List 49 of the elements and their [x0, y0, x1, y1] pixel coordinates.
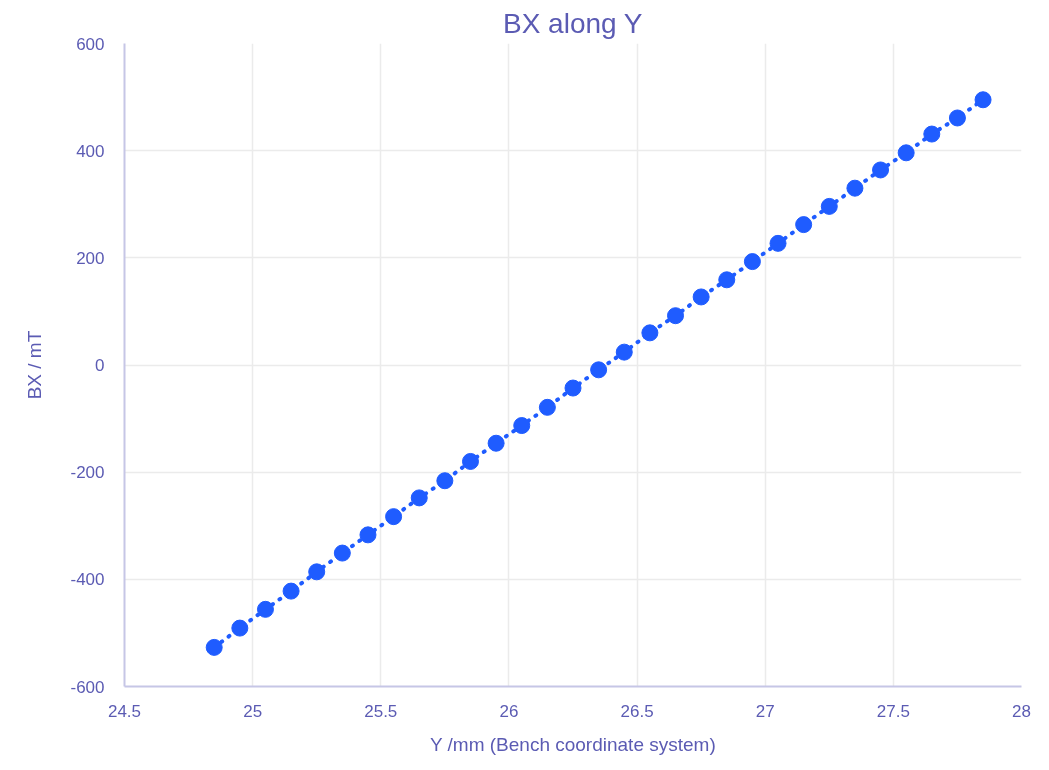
x-tick-label: 27 [755, 701, 775, 721]
point [820, 197, 838, 215]
point [231, 619, 249, 637]
point [769, 234, 787, 252]
y-tick-label: -200 [70, 463, 105, 483]
point [846, 179, 864, 197]
point [615, 343, 633, 361]
point [308, 563, 326, 581]
point [692, 288, 710, 306]
x-tick-label: 25.5 [364, 701, 398, 721]
x-tick-label: 28 [1012, 701, 1031, 721]
y-tick-label: 0 [95, 356, 105, 375]
y-tick-label: 200 [76, 248, 105, 268]
point [359, 526, 377, 544]
chart-title: BX along Y [502, 7, 643, 39]
point [282, 582, 300, 600]
point [897, 144, 915, 162]
x-axis-title: Y /mm (Bench coordinate system) [429, 733, 716, 755]
point [948, 109, 966, 127]
point [205, 638, 223, 656]
point [385, 508, 403, 526]
point [590, 361, 608, 379]
y-axis-title: BX / mT [24, 330, 46, 400]
point [974, 91, 992, 109]
point [667, 307, 685, 325]
point [872, 161, 890, 179]
x-tick-label: 25 [243, 701, 263, 721]
x-tick-label: 26 [499, 701, 519, 721]
x-tick-label: 24.5 [107, 701, 142, 721]
point [718, 271, 736, 289]
y-tick-label: 600 [76, 34, 105, 54]
y-tick-label: -400 [70, 570, 105, 590]
point [461, 452, 479, 470]
point [256, 600, 274, 618]
point [641, 324, 659, 342]
point [333, 544, 351, 562]
x-tick-label: 26.5 [620, 701, 654, 721]
point [436, 472, 454, 490]
x-tick-label: 27.5 [876, 701, 910, 721]
point [538, 398, 556, 416]
point [487, 434, 505, 452]
point [795, 216, 813, 234]
point [743, 253, 761, 271]
point [410, 489, 428, 507]
y-tick-label: 400 [76, 141, 105, 161]
point [923, 125, 941, 143]
point [513, 417, 531, 435]
point [564, 379, 582, 397]
y-tick-label: -600 [70, 677, 105, 697]
